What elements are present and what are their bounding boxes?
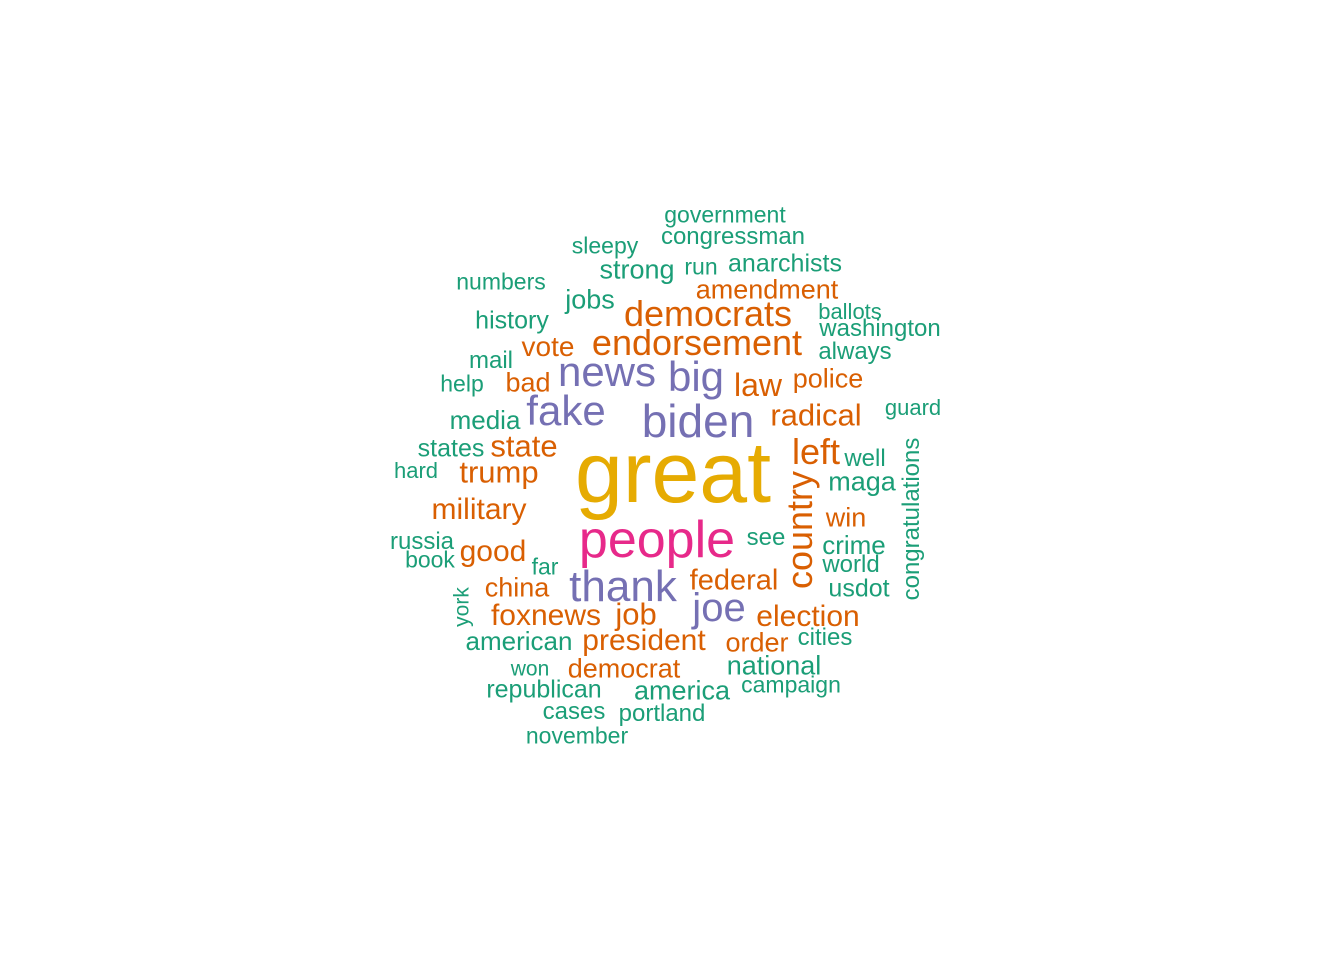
- word-thank: thank: [569, 562, 677, 611]
- word-people: people: [578, 511, 736, 569]
- word-election: election: [756, 600, 860, 633]
- word-radical: radical: [770, 397, 862, 433]
- word-trump: trump: [459, 454, 539, 490]
- word-see: see: [746, 524, 786, 551]
- word-good: good: [459, 535, 527, 568]
- word-biden: biden: [641, 395, 755, 447]
- word-numbers: numbers: [456, 268, 546, 295]
- word-book: book: [405, 546, 455, 573]
- word-joe: joe: [692, 586, 746, 630]
- word-russia: russia: [389, 528, 455, 555]
- word-ballots: ballots: [818, 299, 882, 324]
- word-news: news: [557, 348, 657, 395]
- word-foxnews: foxnews: [490, 599, 602, 632]
- word-guard: guard: [884, 395, 942, 420]
- word-cities: cities: [797, 624, 853, 651]
- word-democrat: democrat: [567, 653, 681, 684]
- word-world: world: [822, 551, 880, 578]
- word-november: november: [525, 722, 629, 749]
- word-congressman: congressman: [660, 223, 806, 250]
- word-help: help: [440, 370, 484, 397]
- word-law: law: [733, 367, 783, 403]
- word-history: history: [475, 306, 549, 335]
- word-amendment: amendment: [695, 274, 839, 305]
- word-york: york: [450, 587, 474, 627]
- word-washington: washington: [819, 315, 941, 342]
- word-hard: hard: [393, 458, 439, 483]
- word-military: military: [431, 493, 527, 526]
- word-great: great: [574, 425, 772, 521]
- word-won: won: [510, 657, 550, 681]
- word-big: big: [667, 353, 725, 400]
- word-america: america: [633, 675, 731, 706]
- word-media: media: [449, 405, 521, 435]
- word-vote: vote: [521, 331, 575, 362]
- word-cases: cases: [542, 698, 606, 725]
- word-left: left: [791, 431, 841, 472]
- word-national: national: [726, 650, 822, 681]
- word-anarchists: anarchists: [728, 249, 842, 278]
- word-crime: crime: [822, 530, 886, 560]
- word-job: job: [615, 596, 657, 632]
- word-campaign: campaign: [741, 671, 841, 698]
- word-bad: bad: [505, 367, 551, 398]
- word-police: police: [792, 363, 864, 394]
- word-portland: portland: [618, 700, 706, 727]
- word-china: china: [484, 572, 550, 603]
- word-president: president: [582, 624, 706, 657]
- word-well: well: [844, 445, 886, 472]
- word-country: country: [779, 470, 820, 590]
- word-mail: mail: [468, 347, 514, 374]
- word-usdot: usdot: [828, 574, 890, 603]
- word-maga: maga: [828, 466, 896, 497]
- word-run: run: [684, 253, 718, 280]
- word-strong: strong: [599, 254, 675, 285]
- word-government: government: [664, 201, 786, 228]
- word-far: far: [531, 553, 559, 580]
- word-win: win: [825, 502, 867, 533]
- word-state: state: [490, 428, 558, 464]
- word-democrats: democrats: [623, 293, 793, 334]
- word-fake: fake: [526, 387, 606, 434]
- word-order: order: [725, 627, 789, 658]
- word-republican: republican: [486, 675, 602, 704]
- word-jobs: jobs: [565, 284, 615, 315]
- word-congratulations: congratulations: [898, 437, 925, 601]
- word-federal: federal: [689, 564, 779, 597]
- word-endorsement: endorsement: [591, 322, 803, 363]
- word-american: american: [465, 626, 573, 656]
- word-states: states: [417, 434, 485, 463]
- word-always: always: [818, 338, 892, 365]
- word-sleepy: sleepy: [571, 232, 639, 259]
